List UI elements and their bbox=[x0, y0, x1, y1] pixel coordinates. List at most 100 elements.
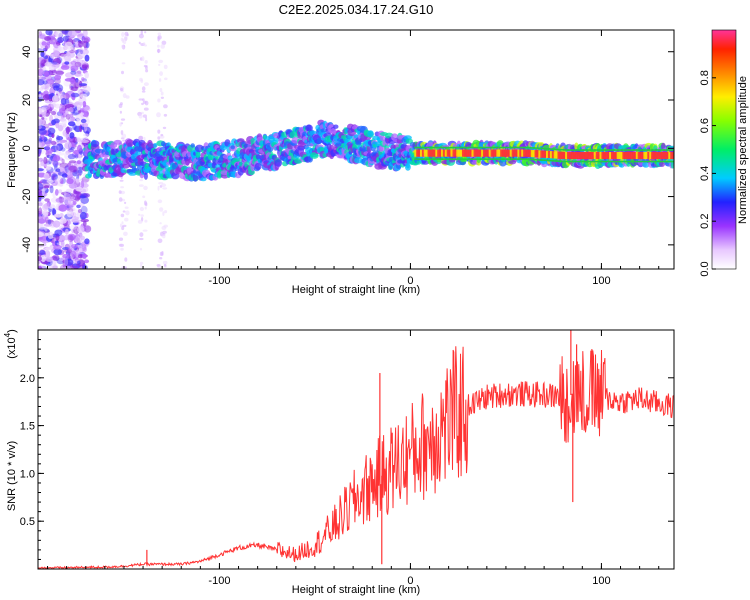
heatmap-cell bbox=[670, 161, 674, 169]
heatmap-speck bbox=[76, 87, 83, 94]
heatmap-speck bbox=[83, 259, 90, 264]
heatmap-cell bbox=[192, 173, 199, 182]
heatmap-speck bbox=[80, 118, 87, 124]
heatmap-speck bbox=[163, 104, 168, 109]
heatmap-edge-cell bbox=[471, 158, 478, 160]
heatmap-speck bbox=[44, 223, 52, 227]
heatmap-speck bbox=[139, 179, 143, 182]
heatmap-speck bbox=[69, 50, 75, 54]
heatmap-speck bbox=[157, 238, 163, 244]
heatmap-speck bbox=[138, 33, 144, 39]
heatmap-cell bbox=[195, 151, 201, 159]
heatmap-speck bbox=[65, 126, 70, 134]
heatmap-cell bbox=[125, 139, 134, 147]
heatmap-core-cell bbox=[647, 151, 651, 160]
heatmap-core-cell bbox=[597, 151, 601, 160]
heatmap-speck bbox=[62, 35, 69, 42]
heatmap-speck bbox=[48, 265, 58, 269]
heatmap-core-cell bbox=[490, 149, 494, 157]
heatmap-speck bbox=[59, 139, 68, 143]
heatmap-core-cell bbox=[450, 149, 454, 157]
heatmap-edge-cell bbox=[666, 160, 673, 163]
heatmap-edge-cell bbox=[651, 149, 658, 151]
heatmap-edge-cell bbox=[643, 160, 650, 163]
heatmap-edge-cell bbox=[521, 158, 528, 160]
heatmap-edge-cell bbox=[586, 149, 593, 151]
heatmap-speck bbox=[120, 186, 124, 189]
heatmap-speck bbox=[49, 185, 54, 194]
heatmap-edge-cell bbox=[433, 158, 440, 160]
heatmap-speck bbox=[123, 35, 128, 41]
heatmap-speck bbox=[82, 264, 88, 269]
heatmap-cell bbox=[289, 131, 297, 139]
heatmap-speck bbox=[159, 207, 164, 212]
heatmap-core-cell bbox=[502, 149, 506, 157]
heatmap-speck bbox=[61, 167, 68, 174]
heatmap-core-cell bbox=[616, 151, 620, 160]
heatmap-speck bbox=[64, 258, 74, 266]
heatmap-edge-cell bbox=[605, 149, 612, 151]
heatmap-speck bbox=[163, 224, 168, 228]
snr-line-marks bbox=[38, 330, 674, 569]
heatmap-speck bbox=[159, 135, 165, 139]
heatmap-speck bbox=[46, 203, 50, 208]
heatmap-edge-cell bbox=[425, 146, 432, 149]
heatmap-speck bbox=[140, 263, 143, 268]
heatmap-core-cell bbox=[433, 149, 437, 157]
heatmap-core-cell bbox=[628, 151, 632, 160]
heatmap-speck bbox=[140, 30, 143, 35]
heatmap-edge-cell bbox=[513, 146, 520, 149]
heatmap-speck bbox=[70, 92, 80, 98]
heatmap-speck bbox=[163, 64, 168, 70]
heatmap-core-cell bbox=[536, 150, 540, 158]
heatmap-core-cell bbox=[595, 151, 599, 160]
heatmap-core-cell bbox=[486, 149, 490, 157]
heatmap-speck bbox=[81, 238, 85, 243]
heatmap-core-cell bbox=[523, 149, 527, 157]
heatmap-edge-cell bbox=[628, 149, 635, 151]
heatmap-speck bbox=[46, 151, 52, 155]
heatmap-speck bbox=[142, 114, 147, 118]
heatmap-core-cell bbox=[603, 151, 607, 160]
heatmap-edge-cell bbox=[570, 149, 577, 151]
snr-ticks: -100 0 100 0.5 1.0 1.5 2.0 bbox=[20, 330, 674, 587]
heatmap-speck bbox=[125, 210, 130, 216]
heatmap-edge-cell bbox=[639, 160, 646, 163]
heatmap-speck bbox=[119, 223, 123, 228]
heatmap-speck bbox=[44, 250, 51, 258]
heatmap-speck bbox=[38, 200, 45, 205]
heatmap-speck bbox=[120, 118, 126, 121]
spectrogram-panel: -100 0 100 -40 -20 0 20 40 Height of straight l… bbox=[6, 29, 675, 296]
heatmap-core-cell bbox=[649, 151, 653, 160]
heatmap-speck bbox=[123, 39, 127, 45]
heatmap-speck bbox=[162, 126, 167, 130]
heatmap-speck bbox=[69, 83, 75, 91]
heatmap-speck bbox=[57, 125, 64, 132]
heatmap-edge-cell bbox=[563, 160, 570, 163]
heatmap-edge-cell bbox=[441, 158, 447, 160]
heatmap-core-cell bbox=[601, 151, 605, 160]
heatmap-core-cell bbox=[414, 149, 418, 157]
heatmap-speck bbox=[61, 30, 69, 35]
heatmap-core-cell bbox=[532, 150, 536, 158]
heatmap-speck bbox=[122, 139, 126, 142]
heatmap-core-cell bbox=[467, 149, 471, 157]
heatmap-core-cell bbox=[584, 151, 588, 160]
heatmap-speck bbox=[72, 137, 78, 144]
heatmap-speck bbox=[70, 183, 77, 190]
heatmap-core-cell bbox=[576, 151, 580, 160]
heatmap-speck bbox=[120, 247, 124, 251]
heatmap-speck bbox=[52, 155, 61, 162]
heatmap-edge-cell bbox=[632, 160, 638, 163]
heatmap-core-cell bbox=[551, 151, 555, 159]
heatmap-core-cell bbox=[588, 151, 592, 160]
heatmap-core-cell bbox=[475, 149, 479, 157]
heatmap-speck bbox=[124, 266, 127, 269]
heatmap-speck bbox=[55, 70, 65, 75]
heatmap-edge-cell bbox=[586, 160, 593, 163]
snr-scale-label: (x104) bbox=[3, 329, 18, 359]
heatmap-edge-cell bbox=[483, 158, 489, 160]
spectrogram-frame bbox=[37, 29, 675, 270]
heatmap-speck bbox=[75, 58, 83, 64]
heatmap-speck bbox=[80, 139, 90, 143]
